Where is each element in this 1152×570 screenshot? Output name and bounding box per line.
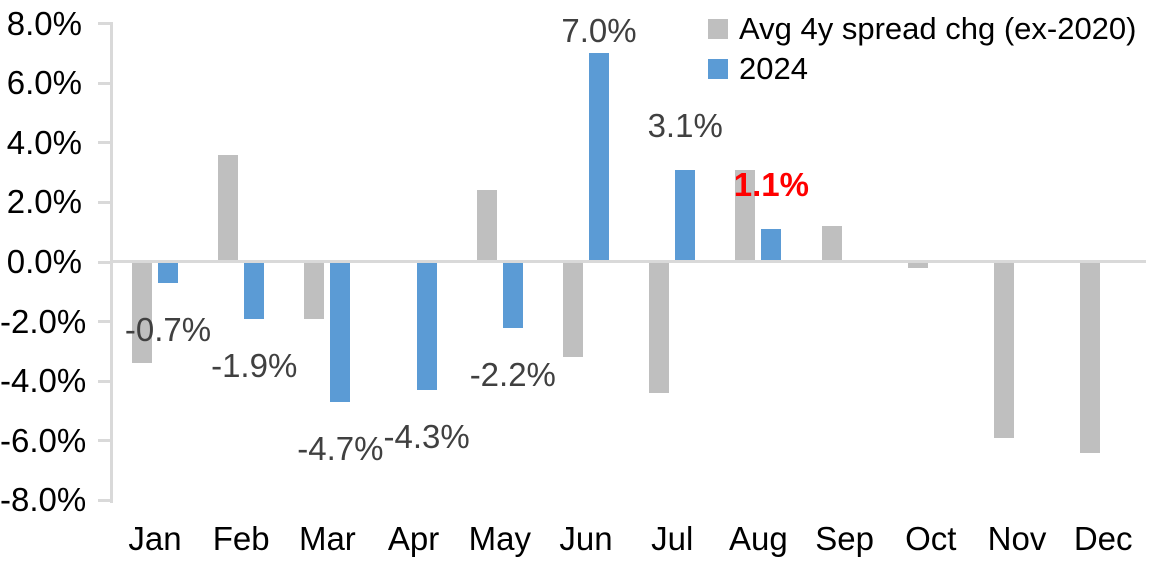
- x-axis-label-may: May: [468, 520, 531, 557]
- bar-avg-may: [476, 190, 497, 262]
- data-label-jun: 7.0%: [561, 12, 637, 49]
- data-label-feb: -1.9%: [211, 346, 298, 384]
- bar-avg-dec: [1080, 262, 1101, 453]
- x-axis-label-feb: Feb: [212, 520, 270, 557]
- legend-label-avg-4y-spread: Avg 4y spread chg (ex-2020): [739, 11, 1137, 46]
- x-axis-label-jul: Jul: [651, 520, 694, 557]
- x-axis-label-jun: Jun: [559, 520, 613, 557]
- y-axis-tick-label: 0.0%: [6, 243, 82, 280]
- bar-avg-sep: [821, 226, 842, 262]
- y-axis-tick-mark: [98, 141, 111, 145]
- y-axis-tick-label: -6.0%: [0, 421, 87, 459]
- legend-item-2024: 2024: [708, 52, 808, 86]
- bar-2024-mar: [330, 262, 351, 403]
- bar-avg-jul: [649, 262, 670, 394]
- y-axis-tick-mark: [98, 260, 111, 264]
- y-axis-tick-label: 4.0%: [6, 123, 82, 161]
- data-label-may: -2.2%: [469, 355, 556, 393]
- y-axis-tick-label: 6.0%: [6, 64, 82, 102]
- bar-2024-aug: [761, 229, 782, 262]
- y-axis-tick-mark: [98, 498, 111, 502]
- bar-2024-jun: [589, 53, 609, 262]
- data-label-jan: -0.7%: [124, 310, 212, 348]
- y-axis-tick-mark: [98, 379, 111, 383]
- bar-avg-oct: [907, 262, 928, 268]
- bar-avg-aug: [735, 169, 756, 262]
- y-axis-tick-label: 2.0%: [6, 183, 82, 221]
- data-label-mar: -4.7%: [297, 430, 384, 468]
- bar-2024-feb: [244, 262, 265, 319]
- bar-avg-nov: [994, 262, 1014, 438]
- y-axis-tick-label: 8.0%: [6, 4, 82, 42]
- y-axis-tick-mark: [98, 81, 111, 85]
- x-axis-label-oct: Oct: [905, 520, 957, 557]
- legend-label-2024: 2024: [739, 51, 808, 86]
- y-axis-tick-label: -4.0%: [0, 362, 87, 400]
- legend-swatch-2024: [708, 59, 728, 79]
- legend-swatch-avg-4y-spread: [708, 19, 728, 39]
- y-axis-tick-label: -2.0%: [0, 302, 87, 340]
- x-axis-label-aug: Aug: [729, 520, 788, 557]
- bar-avg-feb: [218, 154, 239, 262]
- data-label-apr: -4.3%: [383, 418, 470, 456]
- x-axis-label-mar: Mar: [298, 520, 356, 557]
- y-axis-tick-mark: [98, 320, 111, 324]
- zero-gridline: [110, 260, 1146, 263]
- data-label-jul: 3.1%: [647, 106, 723, 144]
- x-axis-label-dec: Dec: [1073, 520, 1133, 557]
- x-axis-label-nov: Nov: [987, 520, 1047, 557]
- x-axis-label-sep: Sep: [815, 520, 874, 557]
- y-axis-tick-label: -8.0%: [0, 481, 87, 519]
- bar-avg-jun: [563, 262, 583, 358]
- data-label-aug: 1.1%: [733, 166, 809, 204]
- bar-2024-jan: [158, 262, 178, 283]
- legend-item-avg-4y-spread: Avg 4y spread chg (ex-2020): [708, 12, 1137, 46]
- x-axis-label-apr: Apr: [387, 520, 440, 557]
- bar-avg-mar: [304, 262, 325, 319]
- bar-avg-jan: [132, 262, 152, 364]
- bar-2024-jul: [675, 169, 696, 262]
- bar-2024-apr: [416, 262, 437, 391]
- bar-2024-may: [502, 262, 523, 328]
- x-axis-label-jan: Jan: [128, 520, 182, 557]
- y-axis-tick-mark: [98, 200, 111, 204]
- y-axis-tick-mark: [98, 22, 111, 26]
- y-axis-tick-mark: [98, 439, 111, 443]
